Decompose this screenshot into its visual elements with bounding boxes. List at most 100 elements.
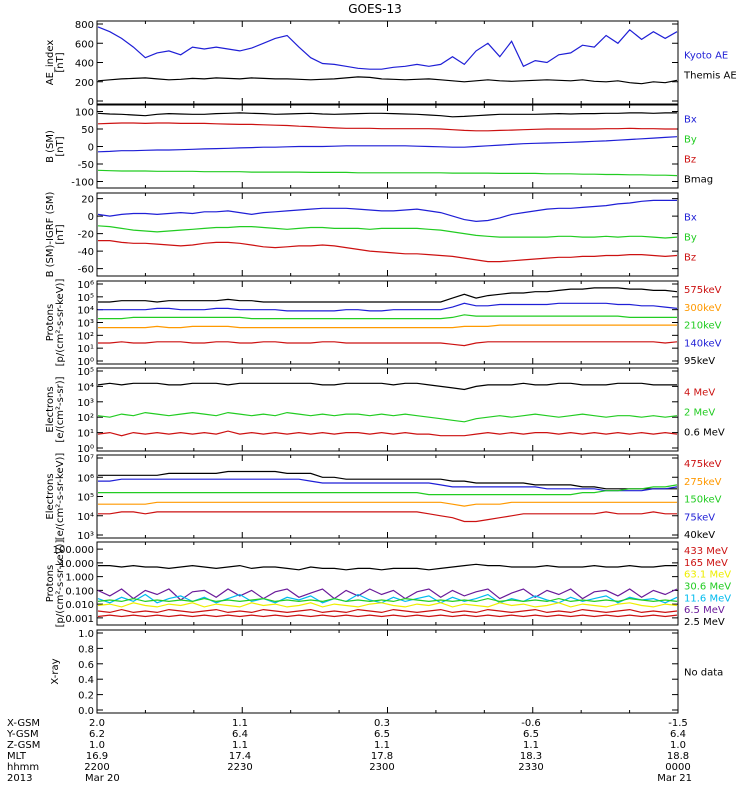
legend-entry: Themis AE xyxy=(683,71,737,82)
y-tick-label: 600 xyxy=(75,39,94,50)
legend-entry: By xyxy=(684,233,697,244)
legend-entry: Bz xyxy=(684,253,696,264)
series-line-0.6-mev xyxy=(97,382,677,391)
y-tick-label: 1.000 xyxy=(65,573,94,584)
series-line-30.6-mev xyxy=(97,597,678,603)
y-tick-label: 0.001 xyxy=(65,614,94,625)
y-tick-label: 10⁶ xyxy=(77,280,94,291)
footer-row-label: X-GSM xyxy=(7,718,40,729)
panel-frame xyxy=(96,192,679,277)
panel-protons2: 0.001 0.010 0.100 1.000 10.000 100.000 Protons… xyxy=(45,540,731,628)
legend-entry: 40keV xyxy=(684,530,715,541)
panel-frame xyxy=(96,541,679,626)
y-axis-label: Protons xyxy=(45,565,56,602)
y-tick-label: 0.0 xyxy=(78,706,94,717)
y-tick-label: 10² xyxy=(77,413,94,424)
y-tick-label: 10⁶ xyxy=(77,473,94,484)
y-tick-label: -40 xyxy=(78,247,94,258)
panel-frame xyxy=(96,367,679,452)
y-tick-label: 100.000 xyxy=(53,545,94,556)
footer-value: 1.0 xyxy=(89,740,105,751)
y-axis-label: Protons xyxy=(45,304,56,341)
y-tick-label: 10³ xyxy=(77,531,94,542)
series-line-300kev xyxy=(98,324,677,329)
y-tick-label: 10² xyxy=(77,331,94,342)
legend-entry: 2.5 MeV xyxy=(684,617,725,628)
y-axis-label: X-ray xyxy=(50,658,61,684)
footer-value: 16.9 xyxy=(86,751,108,762)
footer-value: 0000 xyxy=(665,762,690,773)
legend-entry: 6.5 MeV xyxy=(684,605,725,616)
y-axis-label: AE_index xyxy=(45,40,56,86)
series-line-11.6-mev xyxy=(97,593,678,604)
footer-value: 6.5 xyxy=(374,729,390,740)
y-tick-label: 400 xyxy=(75,59,94,70)
y-tick-label: 0.010 xyxy=(65,600,94,611)
legend-entry: 75keV xyxy=(684,512,715,523)
series-line-40kev xyxy=(98,470,677,490)
legend-entry: 4 MeV xyxy=(684,388,715,399)
y-axis-label: B (SM)-IGRF (SM) xyxy=(45,192,56,278)
y-tick-label: -20 xyxy=(78,230,94,241)
y-axis-label: B (SM) xyxy=(45,130,56,163)
legend-entry: 30.6 MeV xyxy=(684,582,731,593)
y-axis-label: [nT] xyxy=(55,224,66,244)
footer-value: 18.3 xyxy=(520,751,542,762)
footer-value: 1.0 xyxy=(670,740,686,751)
panel-frame xyxy=(96,104,679,189)
series-line-kyoto-ae xyxy=(97,26,678,70)
y-tick-label: 10³ xyxy=(77,319,94,330)
series-line-140kev xyxy=(98,302,678,312)
y-axis-label: [e/(cm²-s-sr-keV)] xyxy=(55,453,66,541)
panel-frame xyxy=(96,629,679,714)
series-line-75kev xyxy=(98,478,678,492)
y-tick-label: 800 xyxy=(75,20,94,31)
series-line-bx xyxy=(97,136,678,153)
y-tick-label: 10.000 xyxy=(59,559,94,570)
series-line-575kev xyxy=(98,341,678,347)
footer-value: 1.1 xyxy=(232,718,248,729)
legend-entry: 140keV xyxy=(684,338,722,349)
legend-entry: Bz xyxy=(684,155,696,166)
y-axis-label: [p/(cm²-s-sr-keV)] xyxy=(55,540,66,628)
footer-value: 17.4 xyxy=(229,751,251,762)
series-line-bmag xyxy=(97,112,677,118)
y-axis-label: [p/(cm²-s-sr-keV)] xyxy=(55,279,66,367)
y-tick-label: 0.2 xyxy=(78,691,94,702)
legend-entry: 2 MeV xyxy=(684,408,715,419)
legend-entry: 210keV xyxy=(684,321,722,332)
footer-value: 0.3 xyxy=(374,718,390,729)
series-line-475kev xyxy=(98,511,677,523)
series-line-6.5-mev xyxy=(97,588,678,601)
legend-entry: 165 MeV xyxy=(684,558,728,569)
y-tick-label: 10⁵ xyxy=(77,493,94,504)
footer-row-label: hhmm xyxy=(7,762,39,773)
series-line-95kev xyxy=(98,287,678,303)
y-tick-label: 10⁴ xyxy=(77,306,94,317)
panel-bsm: -100 -50 0 50 100 B (SM) [nT] Bx By Bz Bmag xyxy=(45,104,713,189)
y-tick-label: 0.6 xyxy=(78,660,94,671)
y-axis-label: [nT] xyxy=(55,136,66,156)
y-tick-label: 10⁴ xyxy=(77,382,94,393)
legend-entry: 11.6 MeV xyxy=(684,593,731,604)
no-data-label: No data xyxy=(684,668,723,679)
series-line-bz xyxy=(97,122,677,132)
y-tick-label: 200 xyxy=(75,78,94,89)
panel-ae: 0 200 400 600 800 AE_index [nT] Kyoto AE Themis … xyxy=(45,20,737,108)
series-line-2.5-mev xyxy=(98,563,677,571)
y-axis-label: [e/(cm²-s-sr)] xyxy=(55,376,66,442)
footer-value: 2330 xyxy=(518,762,543,773)
footer-row-label: Z-GSM xyxy=(7,740,40,751)
legend-entry: Kyoto AE xyxy=(684,51,728,62)
y-axis-label: Electrons xyxy=(45,386,56,432)
panel-frame xyxy=(96,454,679,539)
legend-entry: 63.1 MeV xyxy=(684,570,731,581)
y-tick-label: 50 xyxy=(81,125,94,136)
y-tick-label: -60 xyxy=(78,265,94,276)
series-line-150kev xyxy=(98,484,678,496)
y-tick-label: -100 xyxy=(71,178,94,189)
footer-value: 2300 xyxy=(369,762,394,773)
